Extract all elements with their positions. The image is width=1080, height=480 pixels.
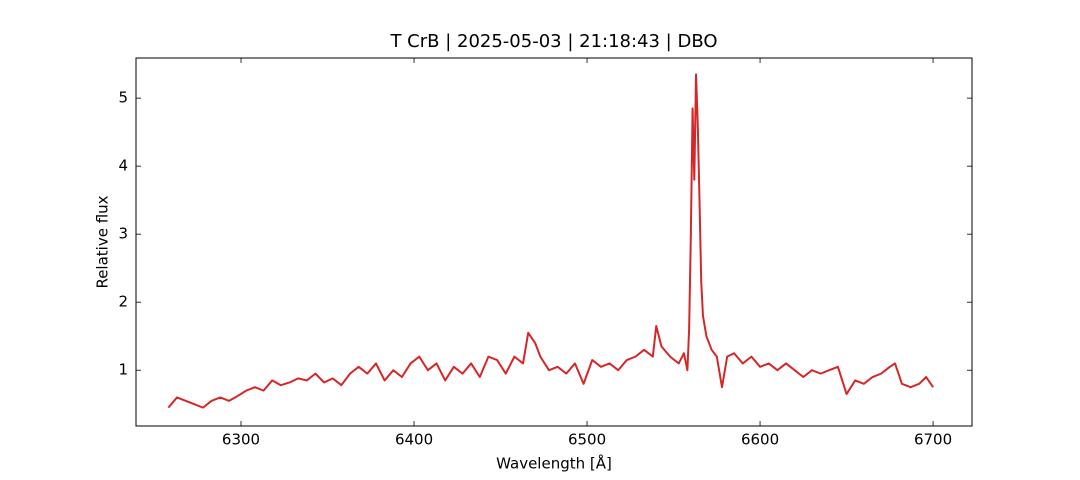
y-tick-label: 2 [118,293,128,311]
x-tick-label: 6500 [568,431,606,449]
x-tick-label: 6400 [395,431,433,449]
x-tick-label: 6300 [222,431,260,449]
y-tick-label: 5 [118,89,128,107]
y-tick-label: 1 [118,361,128,379]
chart-title: T CrB | 2025-05-03 | 21:18:43 | DBO [389,31,717,52]
x-tick-label: 6700 [914,431,952,449]
x-axis-label: Wavelength [Å] [496,454,612,473]
plot-frame [135,57,973,427]
y-tick-label: 4 [118,157,128,175]
spectrum-line [167,73,934,409]
y-axis-label: Relative flux [94,195,112,288]
x-tick-label: 6600 [741,431,779,449]
y-tick-label: 3 [118,225,128,243]
